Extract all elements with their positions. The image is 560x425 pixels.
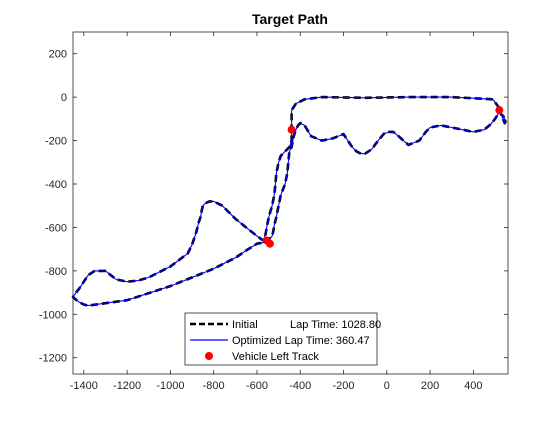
legend-label-optimized: Optimized Lap Time: 360.47 (232, 335, 370, 347)
plot-lines (71, 95, 508, 307)
y-tick-label: -1000 (39, 309, 67, 321)
y-tick-label: -800 (45, 266, 67, 278)
legend-swatch-left-track (205, 352, 213, 360)
x-tick-label: -1200 (113, 380, 141, 392)
x-tick-label: -800 (203, 380, 225, 392)
x-tick-label: 400 (464, 380, 482, 392)
y-tick-label: 0 (61, 92, 67, 104)
x-tick-label: -1400 (70, 380, 98, 392)
chart-title: Target Path (252, 11, 328, 27)
legend-label-initial: Initial (232, 319, 258, 331)
x-tick-label: -1000 (156, 380, 184, 392)
vehicle-left-track-marker (287, 125, 296, 134)
y-tick-label: -200 (45, 136, 67, 148)
y-tick-label: 200 (49, 49, 67, 61)
plot-frame (72, 31, 509, 375)
legend: Initial Lap Time: 1028.80 Optimized Lap … (184, 312, 381, 366)
y-tick-label: -600 (45, 222, 67, 234)
x-tick-label: -400 (289, 380, 311, 392)
x-tick-label: 200 (421, 380, 439, 392)
x-tick-label: -600 (246, 380, 268, 392)
y-tick-label: -400 (45, 179, 67, 191)
vehicle-left-track-marker (265, 239, 274, 248)
marker-group (262, 106, 504, 248)
x-axis: -1400 -1200 -1000 -800 -600 -400 -200 0 200 400 (70, 32, 483, 392)
legend-box (184, 312, 378, 366)
y-axis: 200 0 -200 -400 -600 -800 -1000 -1200 (39, 49, 508, 365)
vehicle-left-track-marker (495, 106, 504, 115)
x-tick-label: -200 (333, 380, 355, 392)
legend-extra-initial: Lap Time: 1028.80 (290, 319, 381, 331)
y-tick-label: -1200 (39, 353, 67, 365)
series-optimized-line (72, 96, 507, 307)
legend-label-left-track: Vehicle Left Track (232, 351, 319, 363)
x-tick-label: 0 (384, 380, 390, 392)
